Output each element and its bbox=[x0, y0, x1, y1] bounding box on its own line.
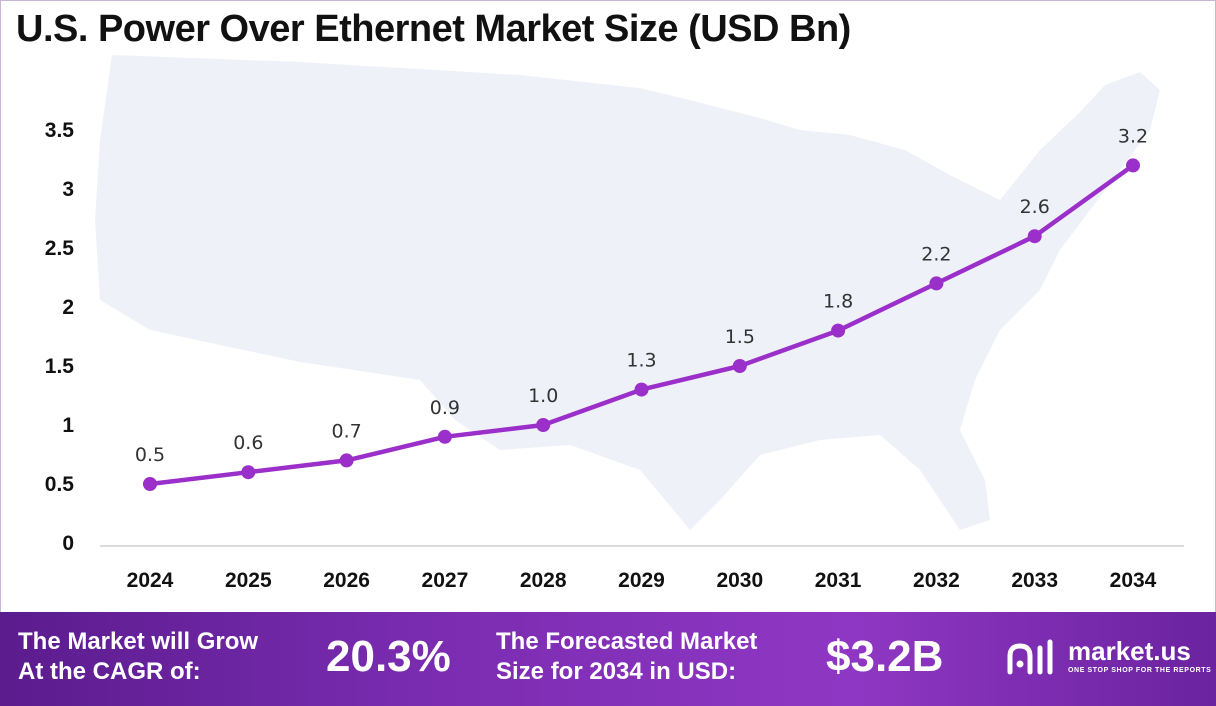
data-label: 0.9 bbox=[430, 397, 460, 419]
data-point bbox=[339, 453, 354, 468]
x-tick-label: 2026 bbox=[323, 569, 370, 592]
market-us-logo[interactable]: market.us ONE STOP SHOP FOR THE REPORTS bbox=[1004, 634, 1214, 684]
x-tick-label: 2024 bbox=[127, 569, 174, 592]
y-axis: 0 0.5 1 1.5 2 2.5 3 3.5 bbox=[45, 119, 75, 555]
data-point bbox=[1027, 229, 1042, 244]
y-tick-label: 0.5 bbox=[45, 473, 75, 496]
data-labels: 0.5 0.6 0.7 0.9 1.0 1.3 1.5 1.8 2.2 2.6 3.2 bbox=[135, 125, 1148, 466]
chart-title: U.S. Power Over Ethernet Market Size (US… bbox=[16, 8, 851, 50]
cagr-label-line2: At the CAGR of: bbox=[18, 658, 201, 685]
data-label: 1.5 bbox=[725, 326, 755, 348]
data-label: 2.6 bbox=[1020, 196, 1050, 218]
data-point bbox=[241, 465, 256, 480]
x-tick-label: 2034 bbox=[1110, 569, 1157, 592]
y-tick-label: 1 bbox=[62, 414, 74, 437]
data-label: 3.2 bbox=[1118, 125, 1148, 147]
data-label: 2.2 bbox=[921, 243, 951, 265]
data-label: 1.3 bbox=[626, 350, 656, 372]
cagr-value: 20.3% bbox=[326, 632, 451, 681]
x-tick-label: 2032 bbox=[913, 569, 960, 592]
data-point bbox=[634, 382, 649, 397]
data-point bbox=[143, 477, 157, 491]
y-tick-label: 2 bbox=[62, 296, 74, 319]
data-point bbox=[929, 276, 944, 291]
data-point bbox=[1126, 158, 1140, 173]
forecast-label: The Forecasted Market Size for 2034 in U… bbox=[496, 627, 757, 687]
x-tick-label: 2029 bbox=[618, 569, 665, 592]
data-label: 1.0 bbox=[528, 385, 558, 407]
data-point bbox=[536, 418, 551, 432]
x-tick-label: 2031 bbox=[815, 569, 862, 592]
y-tick-label: 0 bbox=[62, 532, 74, 555]
data-label: 1.8 bbox=[823, 291, 853, 313]
data-label: 0.7 bbox=[331, 420, 361, 442]
x-tick-label: 2025 bbox=[225, 569, 272, 592]
x-tick-label: 2033 bbox=[1011, 569, 1058, 592]
y-tick-label: 2.5 bbox=[45, 237, 75, 260]
cagr-label: The Market will Grow At the CAGR of: bbox=[18, 627, 258, 687]
data-point bbox=[437, 429, 452, 444]
logo-name: market.us bbox=[1068, 636, 1191, 666]
forecast-label-line2: Size for 2034 in USD: bbox=[496, 658, 737, 685]
data-label: 0.6 bbox=[233, 432, 263, 454]
logo-tagline: ONE STOP SHOP FOR THE REPORTS bbox=[1068, 667, 1212, 674]
forecast-value: $3.2B bbox=[826, 632, 944, 681]
forecast-label-line1: The Forecasted Market bbox=[496, 628, 758, 655]
data-points bbox=[143, 158, 1140, 491]
y-tick-label: 3 bbox=[62, 178, 74, 201]
x-tick-label: 2028 bbox=[520, 569, 567, 592]
data-point bbox=[732, 359, 747, 373]
market-us-logo-icon bbox=[1007, 639, 1053, 675]
x-tick-label: 2030 bbox=[716, 569, 763, 592]
cagr-label-line1: The Market will Grow bbox=[18, 628, 259, 655]
x-axis: 2024 2025 2026 2027 2028 2029 2030 2031 2032 2033… bbox=[127, 569, 1157, 592]
data-label: 0.5 bbox=[135, 444, 165, 466]
data-point bbox=[831, 323, 846, 338]
line-chart: 00.511.522.533.5 2024 2025 2026 2027 2028 202… bbox=[45, 55, 1184, 592]
us-map-silhouette bbox=[95, 55, 1160, 530]
y-tick-label: 3.5 bbox=[45, 119, 75, 142]
x-tick-label: 2027 bbox=[422, 569, 469, 592]
y-tick-label: 1.5 bbox=[45, 355, 75, 378]
summary-footer: The Market will Grow At the CAGR of: 20.… bbox=[0, 612, 1216, 706]
